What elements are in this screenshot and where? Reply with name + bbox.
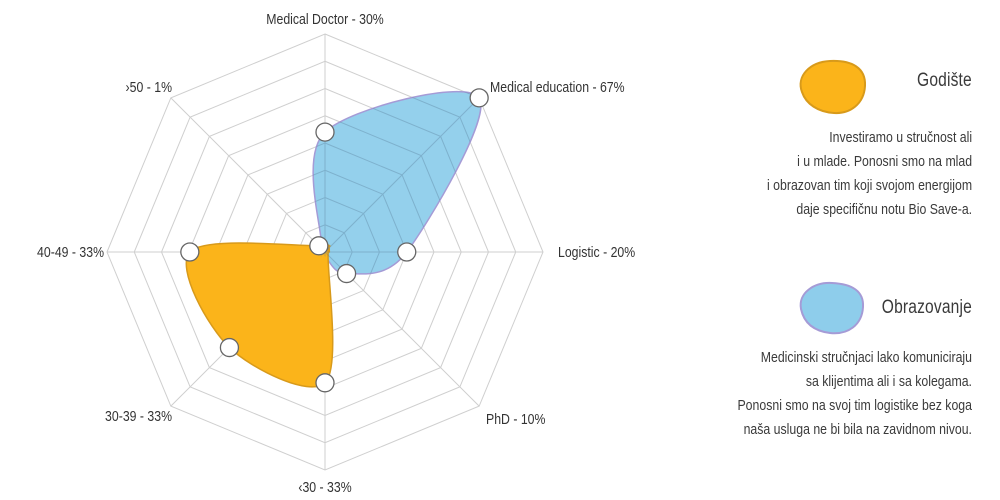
- data-point-marker: [469, 88, 489, 108]
- axis-label: ›50 - 1%: [126, 79, 172, 95]
- data-point-marker: [315, 122, 335, 142]
- data-point-marker: [309, 236, 329, 256]
- data-point-marker: [336, 263, 357, 284]
- legend-line: sa klijentima ali i sa kolegama.: [805, 373, 972, 390]
- radar-area-obrazovanje: [312, 90, 482, 275]
- legend-obrazovanje: Obrazovanje: [862, 297, 972, 319]
- legend-title: Obrazovanje: [881, 297, 972, 318]
- axis-label: 40-49 - 33%: [37, 244, 104, 260]
- axis-label: 30-39 - 33%: [105, 408, 172, 424]
- legend-blob-obrazovanje: [799, 281, 865, 335]
- legend-description: Investiramo u stručnost ali i u mlade. P…: [767, 126, 972, 222]
- legend-line: Medicinski stručnjaci lako komuniciraju: [760, 349, 972, 366]
- grid-ring-overlay: [313, 196, 381, 274]
- axis-label: Logistic - 20%: [558, 244, 635, 260]
- grid-ring-overlay: [313, 224, 353, 274]
- grid-spoke: [170, 97, 326, 253]
- data-point-marker: [180, 242, 200, 262]
- axis-label: Medical Doctor - 30%: [266, 11, 383, 27]
- axis-label: ‹30 - 33%: [298, 479, 351, 495]
- radar-chart: Medical Doctor - 30% Medical education - …: [37, 11, 635, 495]
- grid-ring-overlay: [313, 115, 462, 274]
- grid-ring-overlay: [313, 169, 408, 274]
- radar-area-godište: [185, 242, 334, 388]
- legend-line: naša usluga ne bi bila na zavidnom nivou…: [743, 421, 972, 438]
- legend-description: Medicinski stručnjaci lako komuniciraju …: [737, 346, 972, 442]
- legend-obrazovanje-text: Medicinski stručnjaci lako komuniciraju …: [686, 346, 972, 442]
- legend-godiste-text: Investiramo u stručnost ali i u mlade. P…: [722, 126, 972, 222]
- legend-title: Godište: [917, 70, 972, 91]
- data-point-marker: [219, 337, 240, 358]
- legend-line: daje specifičnu notu Bio Save-a.: [796, 201, 972, 218]
- legend-line: Ponosni smo na svoj tim logistike bez ko…: [737, 397, 972, 414]
- grid-spoke-overlay: [324, 97, 480, 253]
- axis-label: PhD - 10%: [486, 411, 545, 427]
- data-point-marker: [315, 373, 335, 393]
- legend-blob-godiste: [799, 59, 867, 115]
- legend-line: i obrazovan tim koji svojom energijom: [766, 177, 972, 194]
- radar-markers: [180, 88, 489, 393]
- radar-axis-labels: Medical Doctor - 30% Medical education - …: [37, 11, 635, 495]
- legend-godiste: Godište: [905, 70, 972, 92]
- legend-line: Investiramo u stručnost ali: [829, 129, 972, 146]
- data-point-marker: [397, 242, 417, 262]
- legend-line: i u mlade. Ponosni smo na mlad: [796, 153, 972, 170]
- grid-ring-overlay: [313, 142, 435, 274]
- axis-label: Medical education - 67%: [490, 79, 625, 95]
